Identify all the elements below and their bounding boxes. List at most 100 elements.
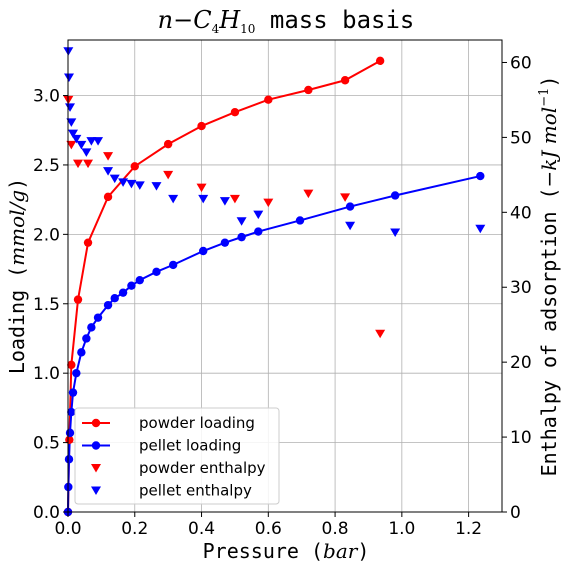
data-point-1 xyxy=(65,428,75,438)
y2-axis-label-close: ) xyxy=(537,76,561,88)
y-tick-label: 1.5 xyxy=(33,295,60,315)
data-point-0 xyxy=(230,107,240,117)
legend-label: pellet enthalpy xyxy=(139,482,252,500)
data-point-0 xyxy=(197,121,206,131)
y2-tick-label: 10 xyxy=(510,428,532,448)
data-point-1 xyxy=(67,407,76,417)
data-point-2 xyxy=(229,194,240,204)
y-tick-label: 2.0 xyxy=(33,225,60,245)
data-point-1 xyxy=(72,368,81,378)
data-point-0 xyxy=(304,85,313,95)
data-point-3 xyxy=(66,118,77,127)
plot-frame xyxy=(67,39,503,513)
y2-axis-label-superscript: −1 xyxy=(537,88,552,107)
data-point-3 xyxy=(168,194,179,204)
data-point-1 xyxy=(237,232,246,242)
data-point-3 xyxy=(236,217,247,226)
y-axis-label-text: Loading ( xyxy=(5,266,29,374)
title-n: n xyxy=(158,6,173,34)
data-point-3 xyxy=(345,221,356,231)
data-point-3 xyxy=(198,194,209,204)
data-point-3 xyxy=(109,174,120,184)
data-point-0 xyxy=(103,192,113,202)
data-point-3 xyxy=(103,167,114,176)
data-point-2 xyxy=(83,159,94,169)
data-point-0 xyxy=(130,162,139,171)
data-point-1 xyxy=(295,216,305,225)
data-point-1 xyxy=(476,171,485,181)
y-axis-ticks: 0.0 0.5 1.0 1.5 2.0 2.5 3.0 xyxy=(33,87,68,523)
data-point-1 xyxy=(110,294,119,303)
y-tick-label: 0.5 xyxy=(33,434,60,454)
x-tick-label: 0.6 xyxy=(255,519,282,539)
x-axis-label-close: ) xyxy=(357,539,369,563)
data-point-0 xyxy=(73,295,83,304)
data-point-3 xyxy=(390,228,401,238)
x-tick-label: 0.8 xyxy=(322,519,349,539)
data-point-1 xyxy=(152,267,161,277)
data-point-2 xyxy=(66,140,77,150)
y-tick-label: 2.5 xyxy=(33,156,60,176)
legend-entry-2: powder enthalpy xyxy=(91,459,266,477)
data-point-3 xyxy=(64,73,75,82)
data-point-2 xyxy=(103,152,114,161)
data-point-2 xyxy=(303,189,314,199)
legend-label: pellet loading xyxy=(139,437,241,455)
x-tick-label: 1.2 xyxy=(455,519,482,539)
data-point-1 xyxy=(220,238,230,247)
y-axis-label-close: ) xyxy=(5,178,29,190)
chart-title: n−C4H10 mass basis xyxy=(158,6,415,36)
x-axis-label-text: Pressure ( xyxy=(203,539,323,563)
y2-tick-label: 60 xyxy=(510,53,532,73)
x-tick-label: 0.0 xyxy=(54,519,81,539)
data-point-1 xyxy=(68,388,78,397)
series-line-0 xyxy=(67,59,381,513)
data-point-1 xyxy=(127,281,136,290)
data-point-1 xyxy=(82,334,91,343)
data-point-1 xyxy=(345,202,355,211)
data-point-2 xyxy=(263,198,274,208)
y-tick-label: 0.0 xyxy=(33,503,60,523)
data-point-3 xyxy=(118,178,129,187)
data-point-0 xyxy=(163,139,173,149)
y2-tick-label: 30 xyxy=(510,278,532,298)
data-point-0 xyxy=(375,56,385,66)
y-axis-label-unit: mmol/g xyxy=(5,190,29,266)
y-axis-label: Loading (mmol/g) xyxy=(5,178,29,374)
y2-tick-label: 20 xyxy=(510,353,532,373)
data-point-0 xyxy=(264,95,273,104)
data-point-3 xyxy=(68,129,79,139)
series-markers xyxy=(63,47,486,517)
legend-label: powder enthalpy xyxy=(139,459,266,477)
title-hydrogen-subscript: 10 xyxy=(240,22,255,36)
x-axis-ticks: 0.0 0.2 0.4 0.6 0.8 1.0 1.2 xyxy=(54,512,482,539)
x-tick-label: 0.4 xyxy=(188,519,215,539)
legend-entry-0: powder loading xyxy=(82,414,255,432)
data-point-3 xyxy=(151,182,162,191)
data-point-2 xyxy=(375,329,386,339)
title-minus: − xyxy=(173,6,193,34)
y2-axis-label-text: Enthalpy of adsorption ( xyxy=(537,187,561,476)
data-point-3 xyxy=(86,137,97,146)
data-point-0 xyxy=(340,76,350,85)
data-point-1 xyxy=(93,313,103,322)
legend-box xyxy=(74,407,280,505)
y2-axis-ticks: 0 10 20 30 40 50 60 xyxy=(502,53,532,523)
data-point-3 xyxy=(76,140,87,150)
legend-entry-3: pellet enthalpy xyxy=(91,482,252,500)
data-point-1 xyxy=(77,348,86,357)
data-point-1 xyxy=(103,300,113,310)
data-point-1 xyxy=(64,455,74,464)
data-point-1 xyxy=(135,275,144,285)
legend: powder loading pellet loading powder entha… xyxy=(74,407,280,505)
legend-marker xyxy=(91,486,101,495)
x-tick-label: 1.0 xyxy=(388,519,415,539)
data-point-3 xyxy=(71,134,82,144)
y-tick-label: 3.0 xyxy=(33,87,60,107)
data-point-3 xyxy=(219,197,230,206)
y2-tick-label: 40 xyxy=(510,203,532,223)
data-point-2 xyxy=(196,183,207,193)
legend-marker xyxy=(91,441,101,450)
data-point-2 xyxy=(340,193,351,202)
